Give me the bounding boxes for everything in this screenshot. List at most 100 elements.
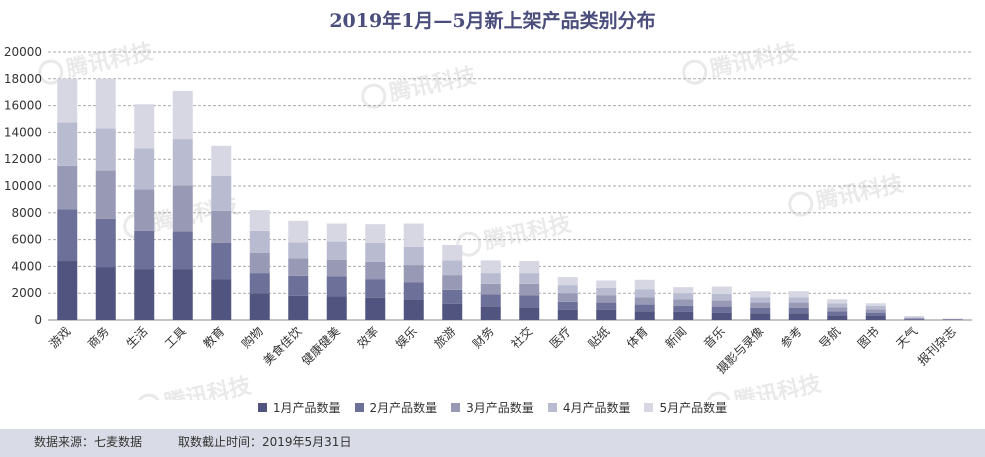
- x-tick-label: 贴纸: [585, 324, 612, 351]
- bar-segment-3: [596, 295, 617, 303]
- bar-segment-5: [673, 287, 694, 294]
- legend-item-may[interactable]: 5月产品数量: [644, 399, 727, 416]
- bar-segment-4: [596, 287, 617, 296]
- bar-segment-2: [288, 275, 309, 296]
- legend-swatch-may: [644, 403, 654, 412]
- bar-segment-2: [557, 301, 578, 310]
- bar-segment-1: [865, 315, 886, 320]
- x-tick-label: 娱乐: [393, 324, 420, 351]
- bar-segment-4: [288, 242, 309, 259]
- watermark-logo-icon: [38, 59, 64, 85]
- bar-segment-4: [673, 293, 694, 300]
- bar-segment-3: [249, 253, 270, 274]
- bar-segment-4: [750, 297, 771, 303]
- bar-segment-2: [865, 312, 886, 316]
- watermark-text: 腾讯科技: [162, 374, 254, 400]
- bar-segment-2: [634, 304, 655, 312]
- bar-segment-4: [442, 260, 463, 276]
- bar-segment-4: [365, 242, 386, 262]
- legend-swatch-jan: [257, 403, 267, 412]
- y-tick-label: 20000: [4, 45, 42, 59]
- bar-segment-1: [750, 313, 771, 320]
- bar-segment-3: [634, 297, 655, 305]
- y-tick-label: 6000: [11, 233, 42, 247]
- bar-segment-1: [480, 306, 501, 320]
- bar-segment-5: [134, 104, 155, 149]
- bar-segment-2: [57, 209, 78, 262]
- bar-segment-3: [403, 265, 424, 283]
- bar-segment-5: [480, 260, 501, 274]
- y-tick-label: 18000: [4, 72, 42, 86]
- bar-segment-3: [326, 259, 347, 277]
- bar-segment-5: [519, 261, 540, 274]
- bar-segment-2: [403, 282, 424, 300]
- legend-label-may: 5月产品数量: [659, 401, 728, 415]
- bar-segment-3: [904, 317, 925, 319]
- bar-segment-1: [442, 303, 463, 320]
- x-tick-label: 体育: [623, 324, 651, 352]
- bar-segment-1: [904, 319, 925, 320]
- y-tick-label: 0: [34, 313, 42, 327]
- bar-segment-2: [172, 231, 193, 270]
- bar-segment-4: [403, 246, 424, 266]
- bar-segment-1: [557, 309, 578, 320]
- bar-segment-1: [519, 307, 540, 320]
- bar-segment-4: [865, 305, 886, 310]
- legend-item-feb[interactable]: 2月产品数量: [354, 399, 437, 416]
- y-tick-label: 14000: [4, 125, 42, 139]
- legend-swatch-mar: [451, 403, 461, 412]
- legend-item-apr[interactable]: 4月产品数量: [547, 399, 630, 416]
- x-tick-label: 社交: [508, 324, 536, 352]
- x-tick-label: 参考: [777, 324, 805, 352]
- bar-segment-3: [134, 189, 155, 231]
- y-tick-label: 8000: [11, 206, 42, 220]
- bar-segment-1: [711, 312, 732, 320]
- x-tick-label: 生活: [123, 324, 150, 351]
- bar-segment-3: [288, 258, 309, 276]
- bar-segment-4: [134, 148, 155, 190]
- bar-segment-1: [288, 295, 309, 320]
- bar-segment-1: [827, 315, 848, 320]
- bar-segment-5: [403, 223, 424, 247]
- bar-segment-2: [134, 230, 155, 270]
- x-tick-label: 美食佳饮: [260, 324, 305, 369]
- bar-segment-1: [326, 296, 347, 320]
- bar-segment-2: [211, 242, 232, 280]
- bar-segment-5: [249, 210, 270, 231]
- legend-label-jan: 1月产品数量: [272, 401, 341, 415]
- watermark: 腾讯科技: [361, 64, 479, 109]
- data-cutoff: 取数截止时间：2019年5月31日: [178, 435, 352, 449]
- y-tick-label: 10000: [4, 179, 42, 193]
- bar-segment-3: [865, 309, 886, 313]
- watermark: 腾讯科技: [682, 40, 800, 85]
- x-tick-label: 音乐: [700, 324, 728, 352]
- x-tick-label: 商务: [84, 324, 112, 352]
- y-tick-label: 12000: [4, 152, 42, 166]
- legend-label-mar: 3月产品数量: [466, 401, 534, 415]
- legend-item-jan[interactable]: 1月产品数量: [257, 399, 341, 416]
- bar-segment-4: [711, 293, 732, 301]
- bar-segment-2: [365, 279, 386, 298]
- bar-segment-5: [288, 220, 309, 243]
- bar-segment-5: [596, 280, 617, 288]
- watermark-logo-icon: [136, 393, 162, 400]
- bar-segment-2: [827, 311, 848, 316]
- x-tick-label: 教育: [200, 324, 228, 352]
- bar-segment-1: [596, 309, 617, 320]
- y-tick-label: 16000: [4, 99, 42, 113]
- watermark-text: 腾讯科技: [732, 372, 824, 400]
- bar-segment-1: [134, 269, 155, 320]
- watermark-logo-icon: [706, 391, 732, 400]
- x-tick-label: 报刊杂志: [914, 324, 959, 369]
- bar-segment-5: [326, 223, 347, 242]
- legend-item-mar[interactable]: 3月产品数量: [451, 399, 534, 416]
- watermark-text: 腾讯科技: [387, 64, 479, 107]
- watermark-logo-icon: [682, 59, 708, 85]
- bar-segment-5: [788, 291, 809, 298]
- watermark-logo-icon: [361, 83, 387, 109]
- bar-segment-2: [788, 307, 809, 314]
- bar-segment-1: [788, 313, 809, 320]
- legend-swatch-feb: [354, 403, 364, 412]
- bar-segment-4: [904, 317, 925, 318]
